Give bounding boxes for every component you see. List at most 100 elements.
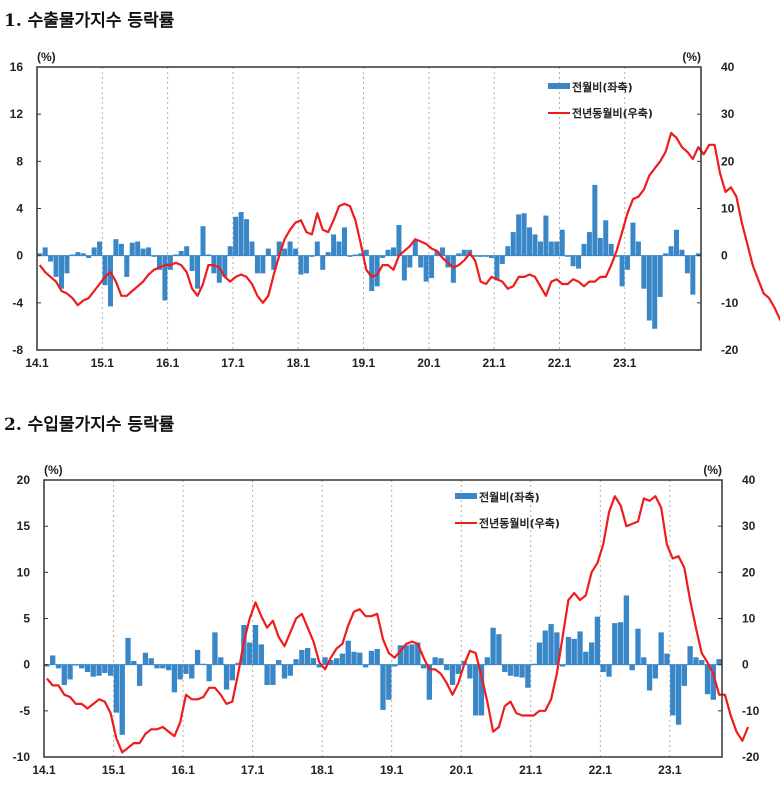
bar — [657, 255, 663, 297]
legend-label-yoy: 전년동월비(우축) — [572, 106, 653, 120]
bar — [418, 255, 424, 268]
bar — [499, 255, 505, 264]
bar — [401, 255, 407, 281]
bar — [184, 246, 190, 256]
bar — [97, 241, 103, 256]
bar — [548, 241, 554, 256]
bar — [178, 250, 184, 256]
left-tick-label: -8 — [12, 343, 23, 357]
bar — [167, 255, 173, 270]
left-tick-label: 12 — [10, 107, 24, 121]
bar — [151, 255, 157, 257]
bar — [64, 255, 70, 274]
bar — [385, 249, 391, 256]
bar — [298, 255, 304, 275]
bar — [439, 247, 445, 256]
bar — [249, 241, 255, 256]
bar — [608, 243, 614, 256]
bar — [646, 255, 652, 321]
bar — [641, 255, 647, 289]
bar — [135, 241, 141, 256]
bar — [423, 255, 429, 282]
bar — [107, 255, 113, 307]
bar — [102, 255, 108, 286]
x-tick-label: 23.1 — [613, 356, 637, 370]
bar — [412, 240, 418, 256]
bar — [586, 232, 592, 256]
x-tick-label: 16.1 — [156, 356, 180, 370]
bar — [450, 255, 456, 283]
right-unit-label: (%) — [682, 50, 701, 64]
x-tick-label: 21.1 — [483, 356, 507, 370]
right-tick-label: -10 — [721, 296, 739, 310]
bar — [652, 255, 658, 329]
bar — [282, 248, 288, 256]
left-tick-label: -4 — [12, 296, 23, 310]
bar — [86, 255, 92, 259]
bar — [532, 234, 538, 256]
bar — [510, 232, 516, 256]
bar — [684, 255, 690, 274]
bar — [494, 255, 500, 281]
x-tick-label: 19.1 — [352, 356, 376, 370]
bar — [227, 246, 233, 256]
bar — [113, 239, 119, 256]
yoy-line — [38, 131, 780, 322]
bar — [635, 241, 641, 256]
chart-1-title: 1. 수출물가지수 등락률 — [4, 11, 175, 31]
bar — [456, 253, 462, 256]
chart-2-title: 2. 수입물가지수 등락률 — [4, 415, 175, 435]
left-tick-label: 16 — [10, 60, 24, 74]
bar — [559, 229, 565, 256]
bar — [478, 255, 484, 257]
bar — [668, 246, 674, 256]
bar — [369, 255, 375, 292]
bar — [630, 222, 636, 256]
bar — [429, 255, 435, 279]
bar — [390, 247, 396, 256]
left-tick-label: 8 — [16, 154, 23, 168]
bar — [619, 255, 625, 287]
bar — [195, 255, 201, 289]
bar — [287, 241, 293, 256]
x-tick-label: 17.1 — [221, 356, 245, 370]
bar — [69, 254, 75, 256]
bar — [597, 237, 603, 256]
bar — [625, 255, 631, 270]
right-tick-label: 30 — [721, 107, 735, 121]
bar — [576, 255, 582, 269]
x-tick-label: 22.1 — [548, 356, 572, 370]
bar — [363, 249, 369, 256]
bar — [156, 255, 162, 270]
right-tick-label: 0 — [721, 249, 728, 263]
bar — [516, 214, 522, 256]
left-unit-label: (%) — [37, 50, 56, 64]
bar — [140, 248, 146, 256]
bar — [527, 227, 533, 256]
bar — [690, 255, 696, 295]
bar — [58, 255, 64, 289]
bar — [260, 255, 266, 274]
right-tick-label: 10 — [721, 202, 735, 216]
bar — [48, 255, 54, 262]
bar — [80, 253, 86, 256]
bar — [434, 250, 440, 256]
bar — [342, 227, 348, 256]
left-tick-label: 0 — [16, 249, 23, 263]
bar — [293, 248, 299, 256]
bar — [336, 241, 342, 256]
bar — [663, 253, 669, 256]
bar — [205, 254, 211, 256]
bar — [91, 247, 97, 256]
legend-label-mom: 전월비(좌축) — [572, 80, 633, 94]
bar — [331, 234, 337, 256]
bar — [603, 220, 609, 256]
bar — [505, 246, 511, 256]
bar — [325, 252, 331, 256]
x-tick-label: 15.1 — [91, 356, 115, 370]
bar — [238, 212, 244, 256]
bar — [124, 255, 130, 277]
bar — [309, 255, 315, 257]
bar — [521, 213, 527, 256]
